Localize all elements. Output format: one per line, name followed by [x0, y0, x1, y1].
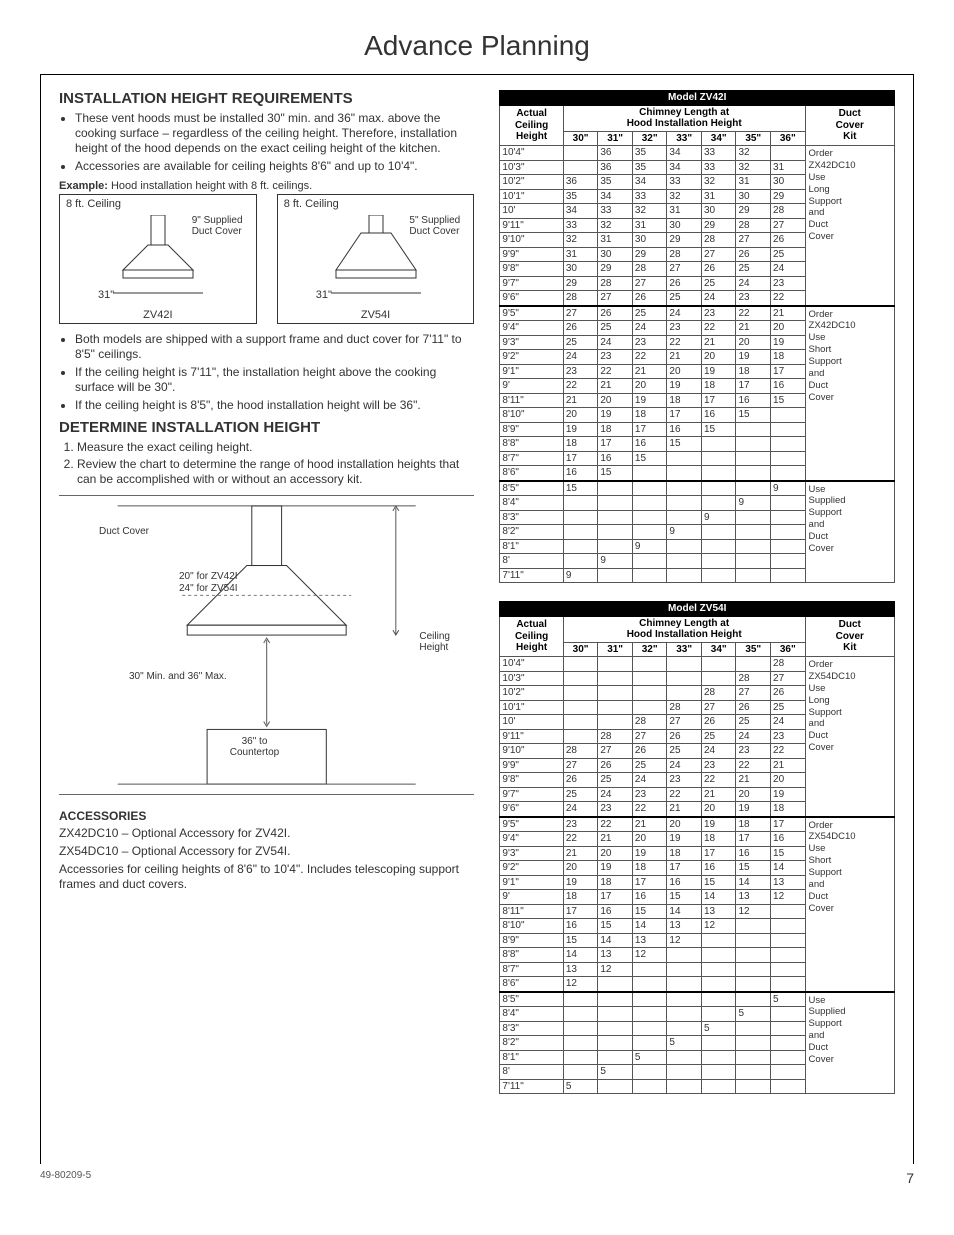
list-item: Both models are shipped with a support f… — [75, 332, 474, 362]
ceiling-diagram-zv54i: 8 ft. Ceiling 5" Supplied Duct Cover 31"… — [277, 194, 475, 324]
page-title: Advance Planning — [40, 30, 914, 62]
accessory-note: Accessories for ceiling heights of 8'6" … — [59, 862, 474, 892]
installation-diagram: Duct Cover 20" for ZV42I 24" for ZV54I 3… — [59, 495, 474, 795]
list-item: If the ceiling height is 7'11", the inst… — [75, 365, 474, 395]
heading-accessories: ACCESSORIES — [59, 809, 474, 823]
accessory-line: ZX42DC10 – Optional Accessory for ZV42I. — [59, 826, 474, 841]
left-column: INSTALLATION HEIGHT REQUIREMENTS These v… — [59, 90, 474, 1112]
req-bullets-a: These vent hoods must be installed 30" m… — [59, 111, 474, 174]
page-footer: 49-80209-5 7 — [40, 1170, 914, 1186]
hood-icon — [331, 215, 421, 295]
content-frame: INSTALLATION HEIGHT REQUIREMENTS These v… — [40, 74, 914, 1164]
list-item: Review the chart to determine the range … — [77, 457, 474, 487]
footer-code: 49-80209-5 — [40, 1170, 91, 1186]
determine-steps: Measure the exact ceiling height. Review … — [59, 440, 474, 487]
example-label: Example: Hood installation height with 8… — [59, 180, 474, 192]
page-number: 7 — [906, 1170, 914, 1186]
req-bullets-b: Both models are shipped with a support f… — [59, 332, 474, 413]
accessory-line: ZX54DC10 – Optional Accessory for ZV54I. — [59, 844, 474, 859]
list-item: Measure the exact ceiling height. — [77, 440, 474, 455]
list-item: If the ceiling height is 8'5", the hood … — [75, 398, 474, 413]
model-table: Model ZV54IActualCeilingHeightChimney Le… — [499, 601, 895, 1094]
list-item: Accessories are available for ceiling he… — [75, 159, 474, 174]
table-row: 10'4"3635343332OrderZX42DC10UseLongSuppo… — [500, 146, 895, 161]
table-row: 9'5"23222120191817OrderZX54DC10UseShortS… — [500, 817, 895, 832]
heading-determine: DETERMINE INSTALLATION HEIGHT — [59, 419, 474, 436]
hood-icon — [113, 215, 203, 295]
ceiling-diagram-zv42i: 8 ft. Ceiling 9" Supplied Duct Cover 31"… — [59, 194, 257, 324]
table-zv54i-container: Model ZV54IActualCeilingHeightChimney Le… — [499, 601, 895, 1094]
model-table: Model ZV42IActualCeilingHeightChimney Le… — [499, 90, 895, 583]
right-column: Model ZV42IActualCeilingHeightChimney Le… — [499, 90, 895, 1112]
table-row: 8'5"159UseSuppliedSupportandDuctCover — [500, 481, 895, 496]
table-row: 8'5"5UseSuppliedSupportandDuctCover — [500, 992, 895, 1007]
list-item: These vent hoods must be installed 30" m… — [75, 111, 474, 156]
heading-install-req: INSTALLATION HEIGHT REQUIREMENTS — [59, 90, 474, 107]
table-zv42i-container: Model ZV42IActualCeilingHeightChimney Le… — [499, 90, 895, 583]
table-row: 10'4"28OrderZX54DC10UseLongSupportandDuc… — [500, 657, 895, 672]
table-row: 9'5"27262524232221OrderZX42DC10UseShortS… — [500, 306, 895, 321]
